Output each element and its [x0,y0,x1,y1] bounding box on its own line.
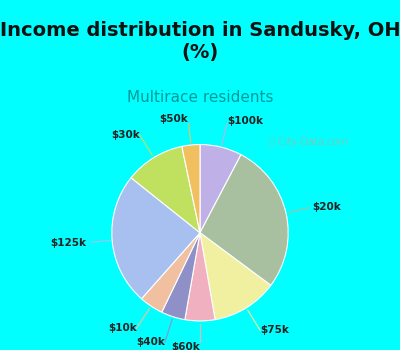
Text: $75k: $75k [260,326,289,335]
Text: $50k: $50k [159,114,188,124]
Text: $125k: $125k [50,238,86,248]
Wedge shape [182,145,200,233]
Text: $20k: $20k [312,202,340,212]
Text: $30k: $30k [111,130,140,140]
Text: Multirace residents: Multirace residents [127,90,273,105]
Wedge shape [200,233,271,320]
Wedge shape [162,233,200,320]
Wedge shape [200,145,241,233]
Text: $60k: $60k [171,342,200,350]
Text: $100k: $100k [228,117,264,126]
Wedge shape [131,146,200,233]
Wedge shape [200,155,288,285]
Text: ⧗ City-Data.com: ⧗ City-Data.com [269,137,348,147]
Text: Income distribution in Sandusky, OH
(%): Income distribution in Sandusky, OH (%) [0,21,400,62]
Text: $40k: $40k [136,337,165,347]
Text: $10k: $10k [108,323,136,333]
Wedge shape [112,178,200,299]
Wedge shape [142,233,200,312]
Wedge shape [185,233,215,321]
